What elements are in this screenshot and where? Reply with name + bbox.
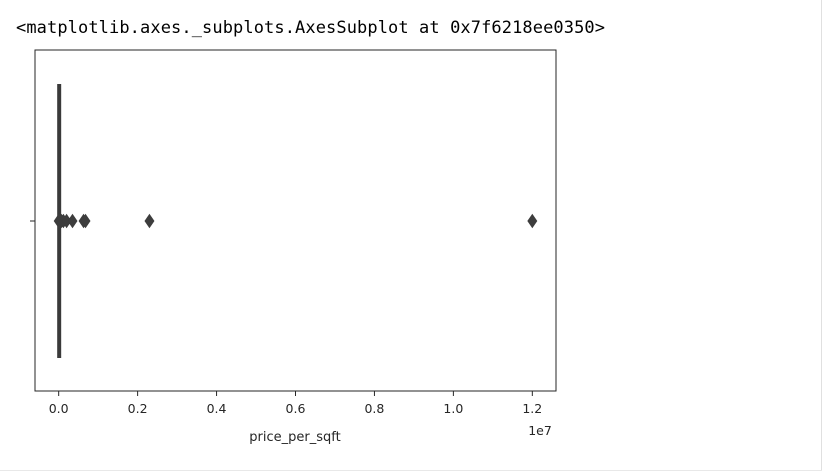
outlier-point (67, 213, 78, 229)
outlier-point (144, 213, 155, 229)
x-axis-ticks: 0.0 0.2 0.4 0.6 0.8 1.0 1.2 (49, 391, 542, 416)
x-axis-offset-label: 1e7 (528, 423, 552, 438)
x-tick-label: 1.0 (443, 401, 463, 416)
x-axis-label: price_per_sqft (249, 430, 340, 445)
x-tick-label: 0.6 (286, 401, 306, 416)
axes-repr-text: <matplotlib.axes._subplots.AxesSubplot a… (16, 18, 606, 38)
outlier-point (80, 213, 91, 229)
x-tick-label: 0.0 (49, 401, 69, 416)
x-tick-label: 0.4 (207, 401, 227, 416)
plot-frame (34, 49, 557, 392)
x-tick-label: 0.8 (364, 401, 384, 416)
x-tick-label: 0.2 (128, 401, 148, 416)
outlier-point (527, 213, 538, 229)
x-tick-label: 1.2 (522, 401, 542, 416)
chart-marks (53, 84, 538, 358)
